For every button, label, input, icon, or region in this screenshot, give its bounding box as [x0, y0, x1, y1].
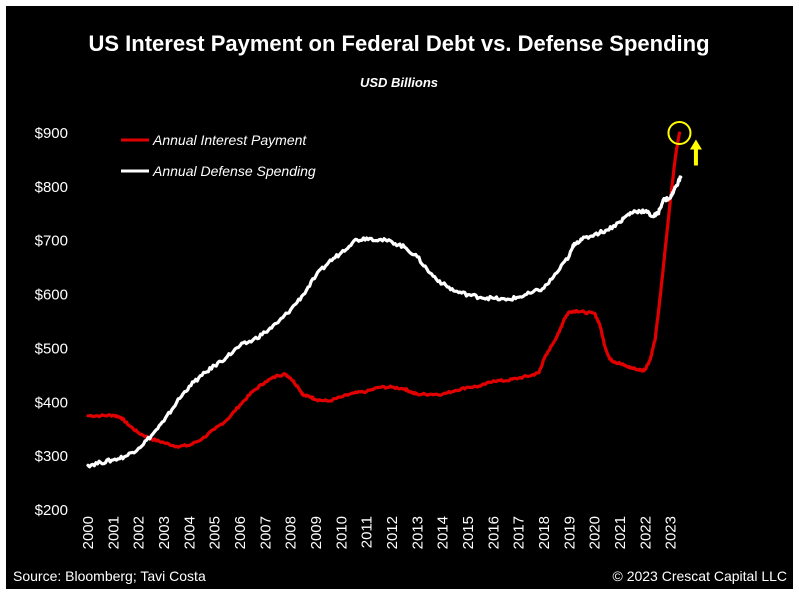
x-tick-label: 2019 — [561, 516, 578, 549]
legend-label-interest: Annual Interest Payment — [152, 132, 307, 148]
x-tick-label: 2022 — [637, 516, 654, 549]
x-tick-label: 2021 — [612, 516, 629, 549]
x-tick-label: 2017 — [511, 516, 528, 549]
y-tick-label: $600 — [35, 287, 68, 304]
x-tick-label: 2016 — [485, 516, 502, 549]
x-tick-label: 2010 — [333, 516, 350, 549]
annotation-layer — [667, 121, 702, 166]
x-tick-label: 2015 — [460, 516, 477, 549]
chart-title: US Interest Payment on Federal Debt vs. … — [88, 31, 709, 56]
y-tick-label: $300 — [35, 448, 68, 465]
x-tick-label: 2011 — [359, 516, 376, 548]
x-tick-label: 2004 — [181, 516, 198, 549]
highlight-circle — [667, 121, 692, 145]
x-tick-label: 2014 — [435, 516, 452, 549]
x-tick-label: 2013 — [409, 516, 426, 549]
x-tick-label: 2006 — [232, 516, 249, 549]
interest-payment-line — [86, 131, 682, 449]
y-tick-label: $200 — [35, 502, 68, 519]
x-tick-label: 2001 — [105, 516, 122, 549]
legend-label-defense: Annual Defense Spending — [152, 163, 316, 179]
chart-subtitle: USD Billions — [360, 75, 438, 90]
defense-spending-line — [86, 175, 683, 469]
chart-frame: US Interest Payment on Federal Debt vs. … — [6, 6, 793, 589]
y-tick-label: $900 — [35, 125, 68, 142]
x-tick-label: 2018 — [536, 516, 553, 549]
y-tick-label: $500 — [35, 340, 68, 357]
copyright-note: © 2023 Crescat Capital LLC — [612, 568, 787, 584]
x-tick-label: 2007 — [257, 516, 274, 549]
x-tick-label: 2020 — [587, 516, 604, 549]
up-arrow-icon — [689, 139, 702, 166]
x-tick-label: 2023 — [663, 516, 680, 549]
x-tick-label: 2012 — [384, 516, 401, 549]
y-tick-label: $800 — [35, 179, 68, 196]
x-tick-label: 2003 — [156, 516, 173, 549]
chart: US Interest Payment on Federal Debt vs. … — [13, 31, 787, 584]
series-layer — [86, 131, 683, 469]
legend: Annual Interest Payment Annual Defense S… — [121, 132, 316, 179]
x-tick-label: 2005 — [207, 516, 224, 549]
source-note: Source: Bloomberg; Tavi Costa — [13, 568, 206, 584]
x-tick-label: 2008 — [283, 516, 300, 549]
x-tick-label: 2009 — [308, 516, 325, 549]
x-tick-label: 2002 — [131, 516, 148, 549]
y-axis: $200 $300 $400 $500 $600 $700 $800 $900 — [35, 125, 68, 519]
y-tick-label: $400 — [35, 394, 68, 411]
y-tick-label: $700 — [35, 233, 68, 250]
x-axis: 2000 2001 2002 2003 2004 2005 2006 2007 2008 2009… — [80, 516, 680, 549]
x-tick-label: 2000 — [80, 516, 97, 549]
